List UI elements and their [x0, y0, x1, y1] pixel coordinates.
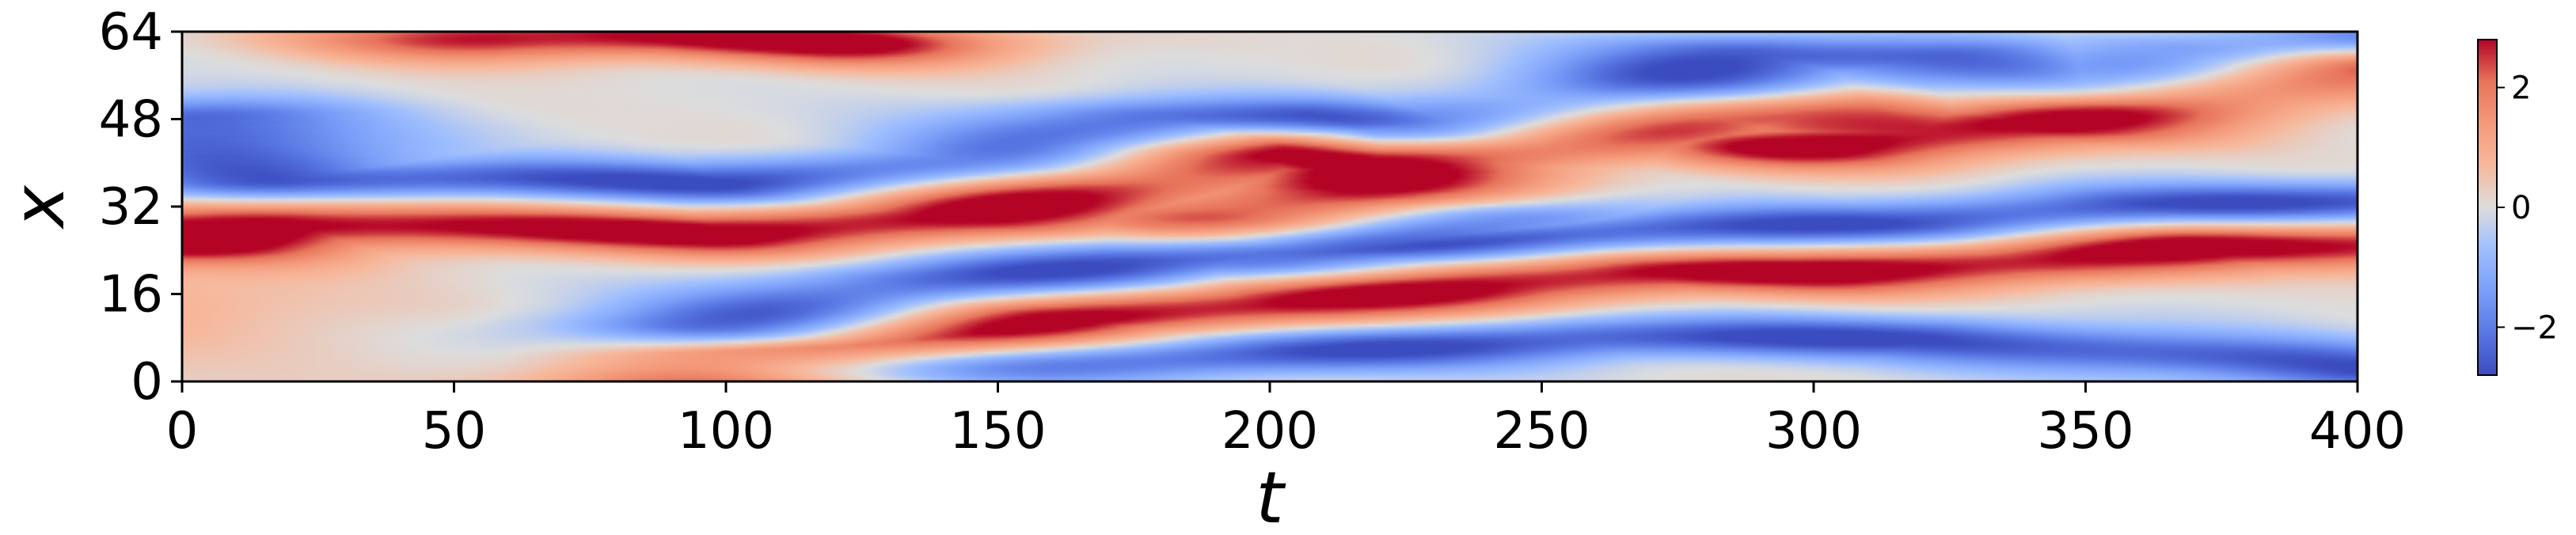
x-tick-label: 300 [1765, 402, 1862, 461]
x-tick-label: 350 [2037, 402, 2133, 461]
x-axis: 0 50 100 150 200 250 300 350 400 [166, 381, 2406, 461]
colorbar: 2 0 −2 [2477, 39, 2558, 376]
y-axis: 0 16 32 48 64 [99, 3, 182, 412]
y-tick-label: 16 [99, 266, 163, 324]
x-tick-label: 200 [1222, 402, 1318, 461]
colorbar-gradient [2477, 39, 2498, 376]
colorbar-tick-label: 0 [2511, 190, 2531, 226]
y-axis-title: x [0, 184, 81, 230]
x-tick-label: 50 [422, 402, 486, 461]
x-tick-label: 100 [678, 402, 774, 461]
y-tick-label: 0 [131, 353, 163, 412]
x-tick-label: 400 [2309, 402, 2406, 461]
x-tick-label: 150 [949, 402, 1046, 461]
x-tick-label: 0 [166, 402, 199, 461]
x-axis-title: t [1256, 457, 1286, 535]
heatmap-field [182, 32, 2358, 381]
colorbar-tick-label: 2 [2511, 70, 2531, 107]
plot-area [180, 30, 2359, 383]
x-tick-label: 250 [1493, 402, 1590, 461]
y-tick-label: 32 [99, 178, 163, 237]
colorbar-tick-label: −2 [2511, 309, 2558, 346]
y-tick-label: 64 [99, 3, 163, 62]
y-tick-label: 48 [99, 91, 163, 150]
